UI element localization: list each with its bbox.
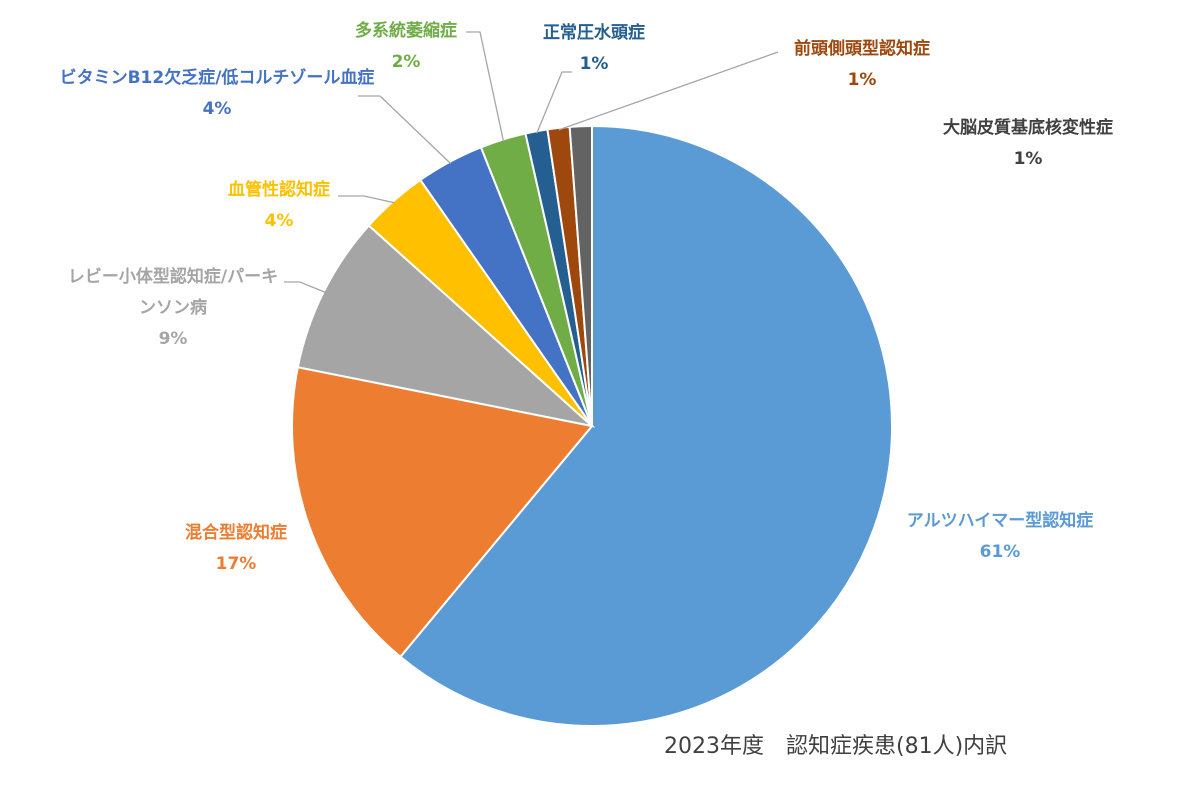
label-vascular: 血管性認知症 4% bbox=[212, 175, 346, 237]
leader-line-ftd bbox=[558, 51, 779, 131]
label-vitamin: ビタミンB12欠乏症/低コルチゾール血症 4% bbox=[44, 63, 390, 125]
label-nph-name: 正常圧水頭症 bbox=[543, 23, 645, 43]
label-alzheimer-pct: 61% bbox=[979, 542, 1021, 562]
leader-line-msa bbox=[466, 31, 505, 142]
label-msa: 多系統萎縮症 2% bbox=[345, 16, 467, 78]
slice-cbd bbox=[568, 124, 593, 427]
label-lewy-name: レビー小体型認知症/パーキンソン病 bbox=[67, 267, 279, 318]
label-cbd: 大脳皮質基底核変性症 1% bbox=[928, 113, 1128, 175]
label-alzheimer-name: アルツハイマー型認知症 bbox=[906, 511, 1094, 531]
label-vitamin-pct: 4% bbox=[202, 99, 232, 119]
label-msa-name: 多系統萎縮症 bbox=[355, 21, 457, 41]
label-vitamin-name: ビタミンB12欠乏症/低コルチゾール血症 bbox=[59, 68, 375, 88]
label-vascular-name: 血管性認知症 bbox=[228, 180, 330, 200]
leader-line-lewy bbox=[284, 281, 326, 294]
label-mixed: 混合型認知症 17% bbox=[170, 518, 302, 580]
leader-line-vitamin bbox=[358, 95, 452, 165]
label-ftd-pct: 1% bbox=[847, 70, 877, 90]
label-ftd: 前頭側頭型認知症 1% bbox=[780, 34, 944, 96]
label-alzheimer: アルツハイマー型認知症 61% bbox=[900, 506, 1100, 568]
label-ftd-name: 前頭側頭型認知症 bbox=[794, 39, 930, 59]
label-mixed-pct: 17% bbox=[215, 554, 257, 574]
leader-line-vascular bbox=[338, 195, 395, 204]
label-lewy-pct: 9% bbox=[158, 329, 188, 349]
slice-alzheimer bbox=[398, 124, 893, 727]
label-cbd-name: 大脳皮質基底核変性症 bbox=[943, 118, 1113, 138]
leader-line-nph bbox=[536, 71, 572, 134]
slice-mixed bbox=[291, 366, 594, 659]
label-cbd-pct: 1% bbox=[1013, 149, 1043, 169]
label-nph-pct: 1% bbox=[579, 54, 609, 74]
chart-title: 2023年度 認知症疾患(81人)内訳 bbox=[664, 734, 1008, 759]
label-msa-pct: 2% bbox=[391, 52, 421, 72]
label-lewy: レビー小体型認知症/パーキンソン病 9% bbox=[60, 262, 286, 355]
label-mixed-name: 混合型認知症 bbox=[185, 523, 287, 543]
label-nph: 正常圧水頭症 1% bbox=[532, 18, 656, 80]
label-vascular-pct: 4% bbox=[264, 211, 294, 231]
